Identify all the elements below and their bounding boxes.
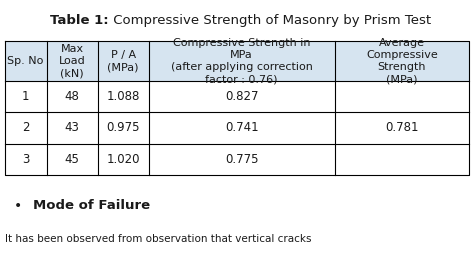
FancyBboxPatch shape <box>5 81 469 112</box>
Text: 2: 2 <box>22 122 29 134</box>
FancyBboxPatch shape <box>5 144 469 175</box>
FancyBboxPatch shape <box>5 112 469 144</box>
Text: 0.741: 0.741 <box>225 122 258 134</box>
FancyBboxPatch shape <box>5 41 469 81</box>
Text: 0.775: 0.775 <box>225 153 258 166</box>
Text: Mode of Failure: Mode of Failure <box>33 199 150 212</box>
Text: Compressive Strength in
MPa
(after applying correction
factor : 0.76): Compressive Strength in MPa (after apply… <box>171 38 312 85</box>
Text: It has been observed from observation that vertical cracks: It has been observed from observation th… <box>5 234 311 244</box>
Text: 3: 3 <box>22 153 29 166</box>
Text: 1.088: 1.088 <box>107 90 140 103</box>
Text: Table 1:: Table 1: <box>50 14 109 27</box>
Text: 1.020: 1.020 <box>107 153 140 166</box>
Text: 0.975: 0.975 <box>107 122 140 134</box>
Text: Sp. No: Sp. No <box>8 56 44 66</box>
Text: Compressive Strength of Masonry by Prism Test: Compressive Strength of Masonry by Prism… <box>109 14 431 27</box>
Text: 45: 45 <box>64 153 80 166</box>
Text: Max
Load
(kN): Max Load (kN) <box>59 44 85 79</box>
Text: 43: 43 <box>64 122 80 134</box>
Text: 48: 48 <box>64 90 80 103</box>
Text: P / A
(MPa): P / A (MPa) <box>108 50 139 72</box>
Text: Average
Compressive
Strength
(MPa): Average Compressive Strength (MPa) <box>366 38 438 85</box>
Text: 0.827: 0.827 <box>225 90 258 103</box>
Text: 0.781: 0.781 <box>385 122 419 134</box>
Text: 1: 1 <box>22 90 29 103</box>
Text: •: • <box>14 199 22 213</box>
